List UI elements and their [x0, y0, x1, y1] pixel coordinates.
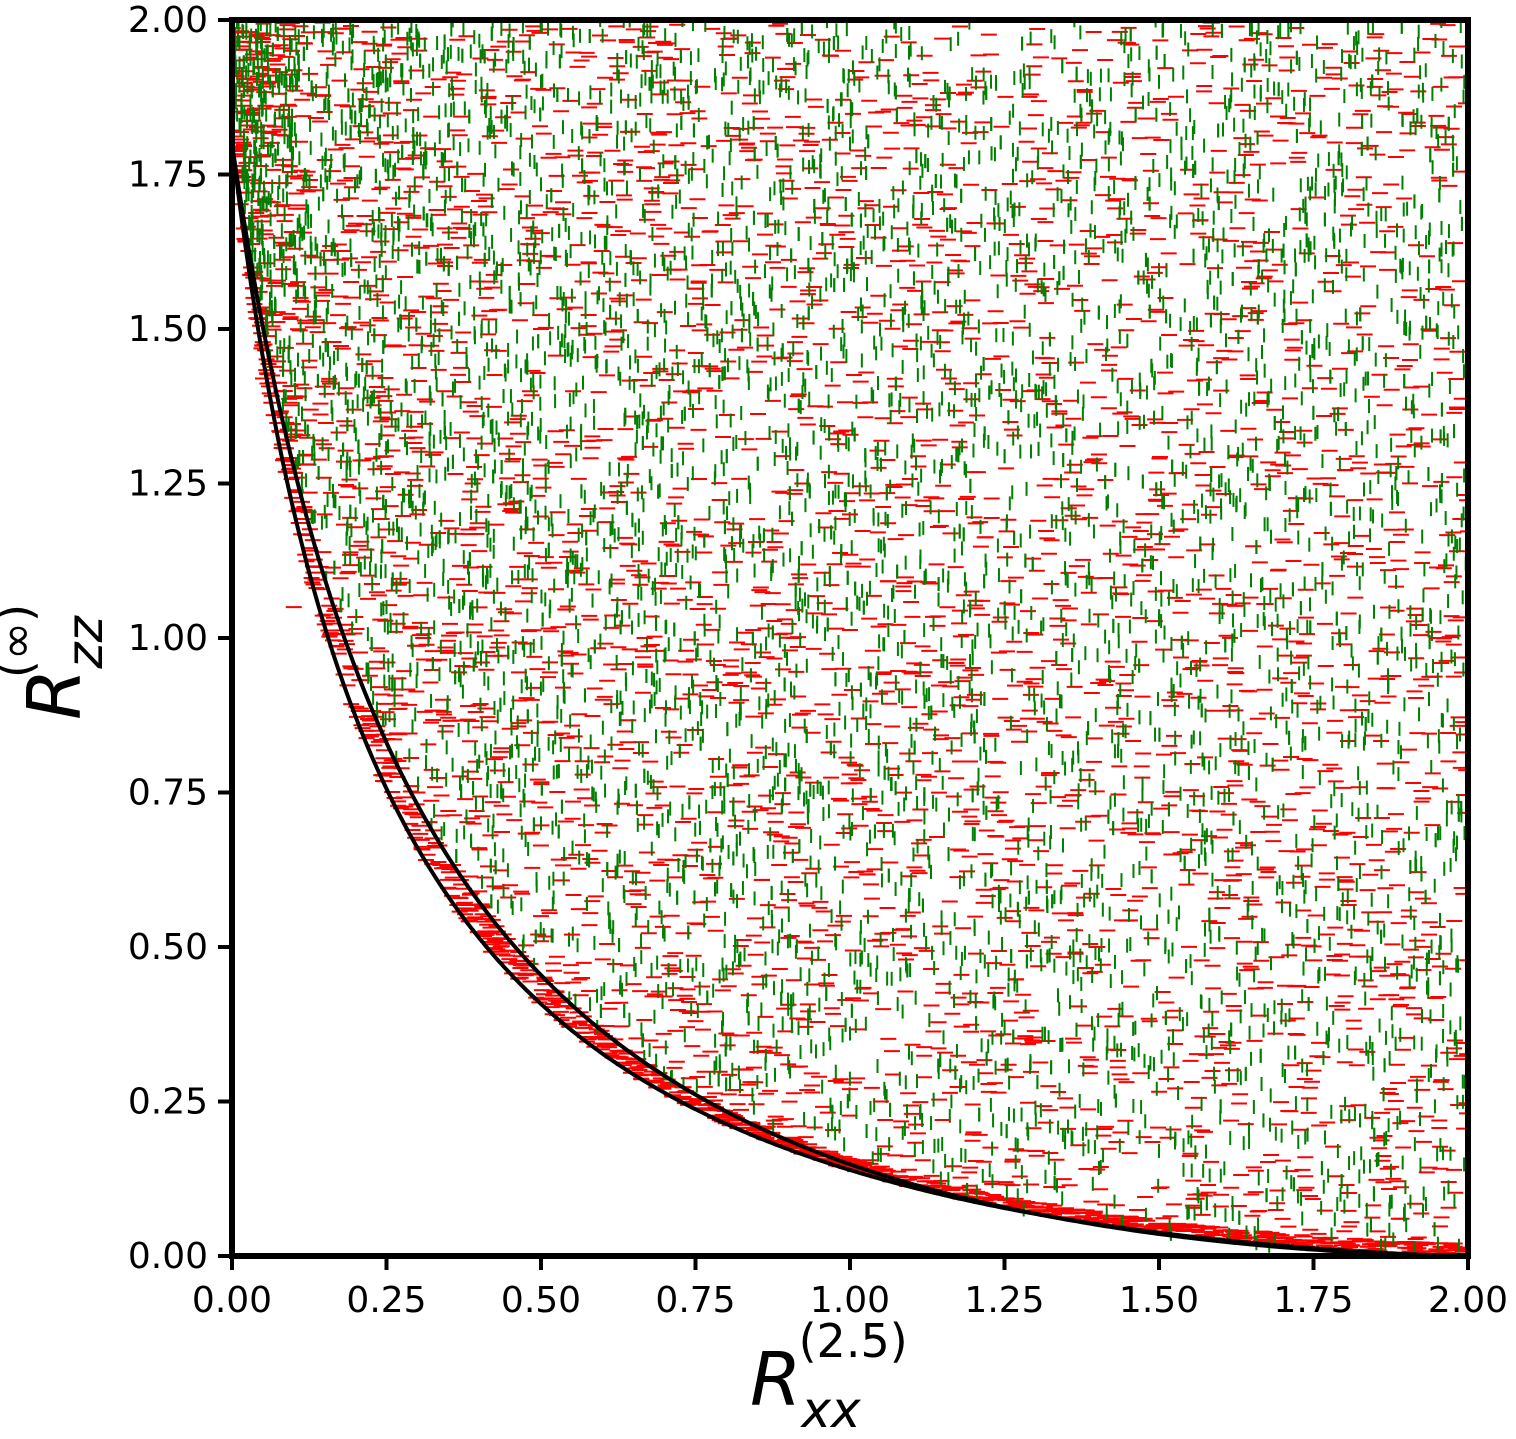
data-points [224, 13, 1476, 1255]
